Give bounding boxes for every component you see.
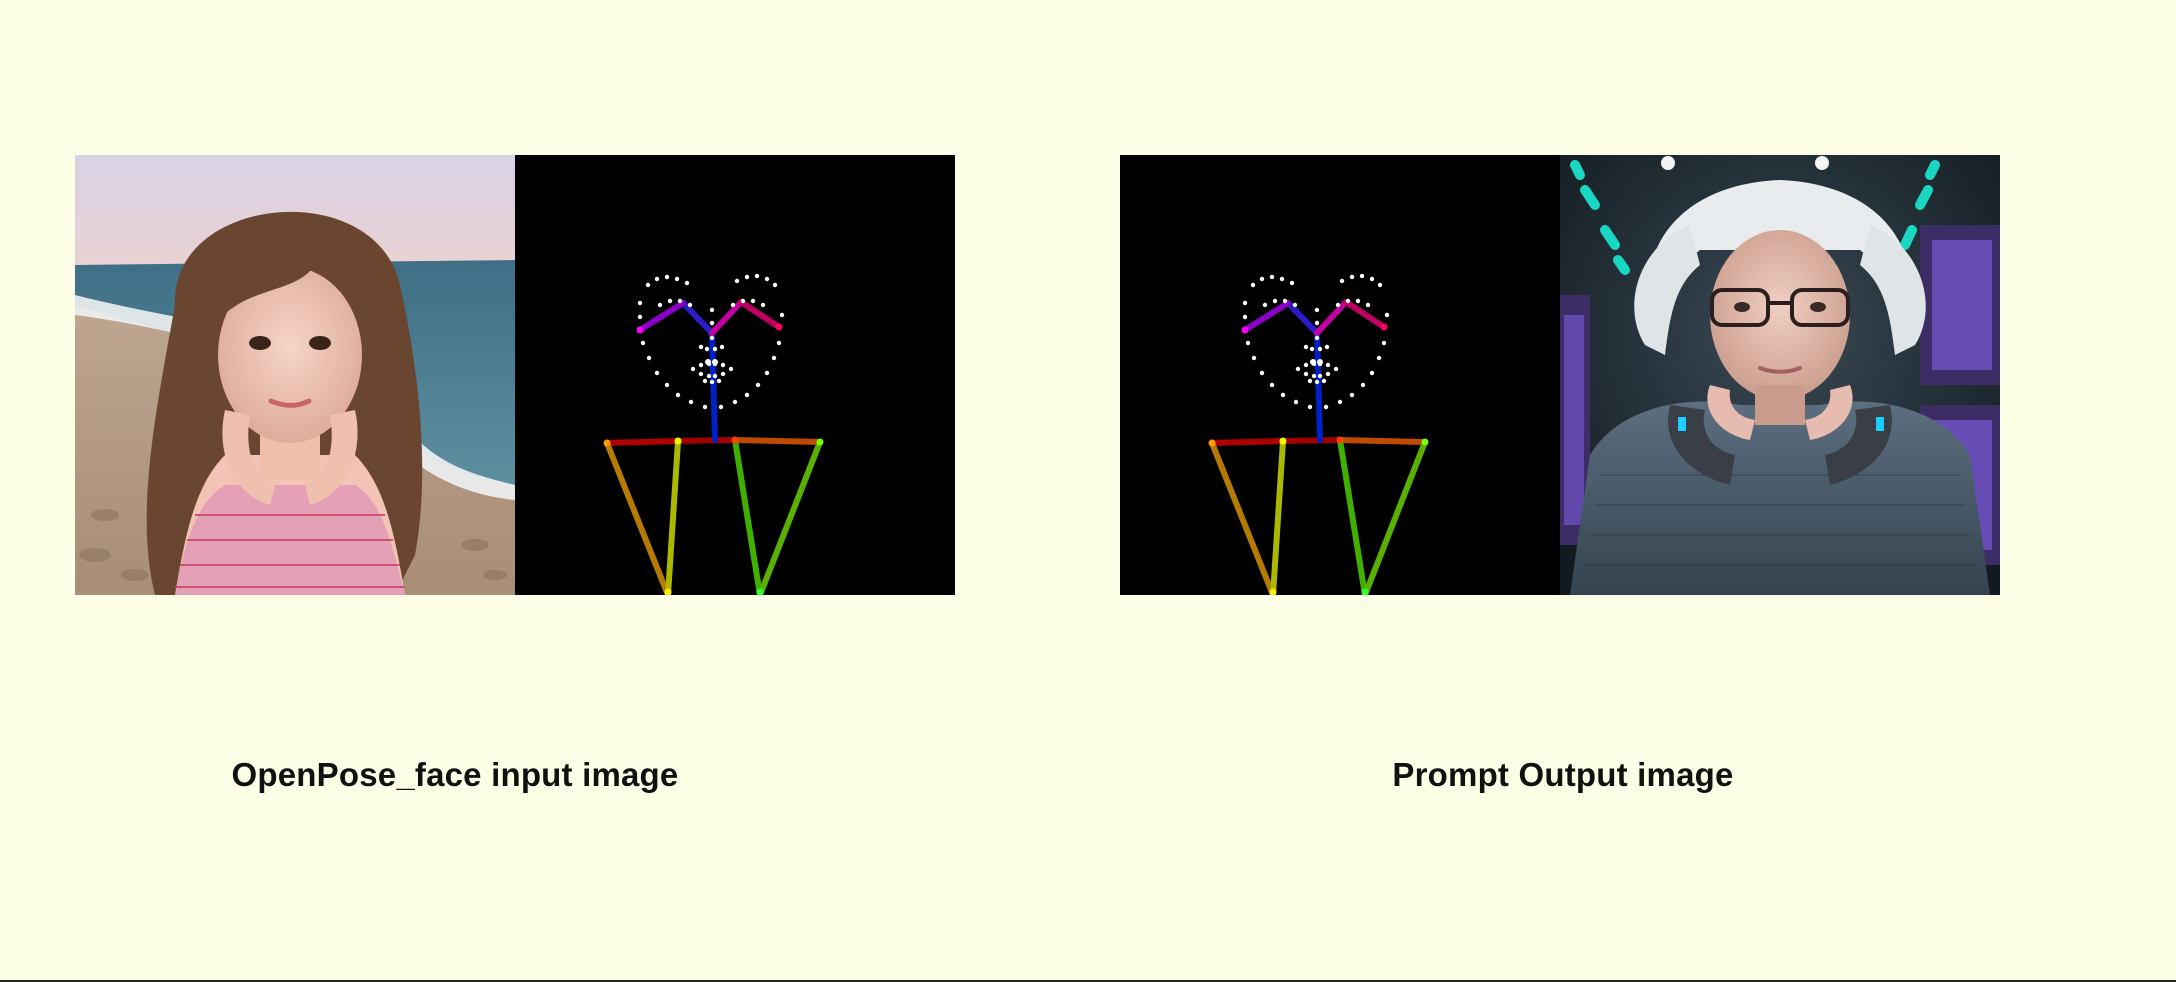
caption-openpose-input: OpenPose_face input image (231, 756, 679, 793)
girl-input-photo (75, 155, 515, 595)
bottom-border-line (0, 980, 2176, 982)
woman-output-photo (1560, 155, 2000, 595)
openpose-face-skeleton-left (515, 155, 955, 595)
openpose-face-skeleton-right (1120, 155, 1560, 595)
caption-prompt-output: Prompt Output image (1392, 756, 1734, 793)
